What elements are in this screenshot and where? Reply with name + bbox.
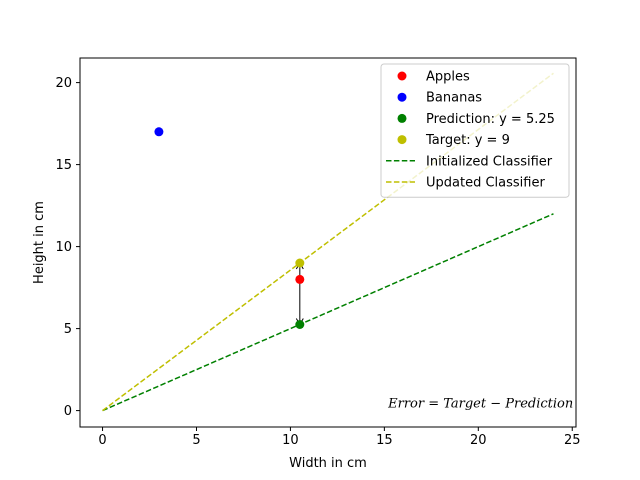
legend-label: Prediction: y = 5.25 xyxy=(426,112,555,127)
x-axis-title: Width in cm xyxy=(289,456,367,471)
x-axis: 0 5 10 15 20 25 xyxy=(98,427,581,448)
x-tick-label: 5 xyxy=(192,433,200,448)
legend-label: Updated Classifier xyxy=(426,176,545,191)
x-tick-label: 20 xyxy=(470,433,487,448)
y-axis-title: Height in cm xyxy=(32,201,47,284)
legend: Apples Bananas Prediction: y = 5.25 Target:… xyxy=(380,63,570,198)
initialized-classifier-line xyxy=(102,213,554,412)
y-tick-label: 15 xyxy=(55,158,72,173)
legend-label: Apples xyxy=(426,70,470,85)
legend-label: Target: y = 9 xyxy=(425,133,510,148)
legend-label: Bananas xyxy=(426,91,482,106)
apples-point xyxy=(295,274,305,284)
legend-marker xyxy=(397,135,407,145)
y-tick-label: 5 xyxy=(64,322,72,337)
legend-marker xyxy=(397,92,407,102)
x-tick-label: 25 xyxy=(564,433,581,448)
bananas-point xyxy=(154,127,164,137)
target-y-9-point xyxy=(295,258,305,268)
plot-frame xyxy=(79,57,577,428)
legend-label: Initialized Classifier xyxy=(426,154,553,169)
legend-box xyxy=(380,63,570,198)
legend-marker xyxy=(397,71,407,81)
y-axis: 0 5 10 15 20 xyxy=(55,76,80,419)
prediction-y-5-25-point xyxy=(295,320,305,329)
y-tick-label: 20 xyxy=(55,76,72,91)
x-tick-label: 10 xyxy=(282,433,299,448)
error-formula-annotation: Error = Target − Prediction xyxy=(387,396,573,411)
x-tick-label: 0 xyxy=(98,433,106,448)
y-tick-label: 0 xyxy=(64,404,72,419)
legend-marker xyxy=(397,113,407,123)
y-tick-label: 10 xyxy=(55,240,72,255)
x-tick-label: 15 xyxy=(376,433,393,448)
